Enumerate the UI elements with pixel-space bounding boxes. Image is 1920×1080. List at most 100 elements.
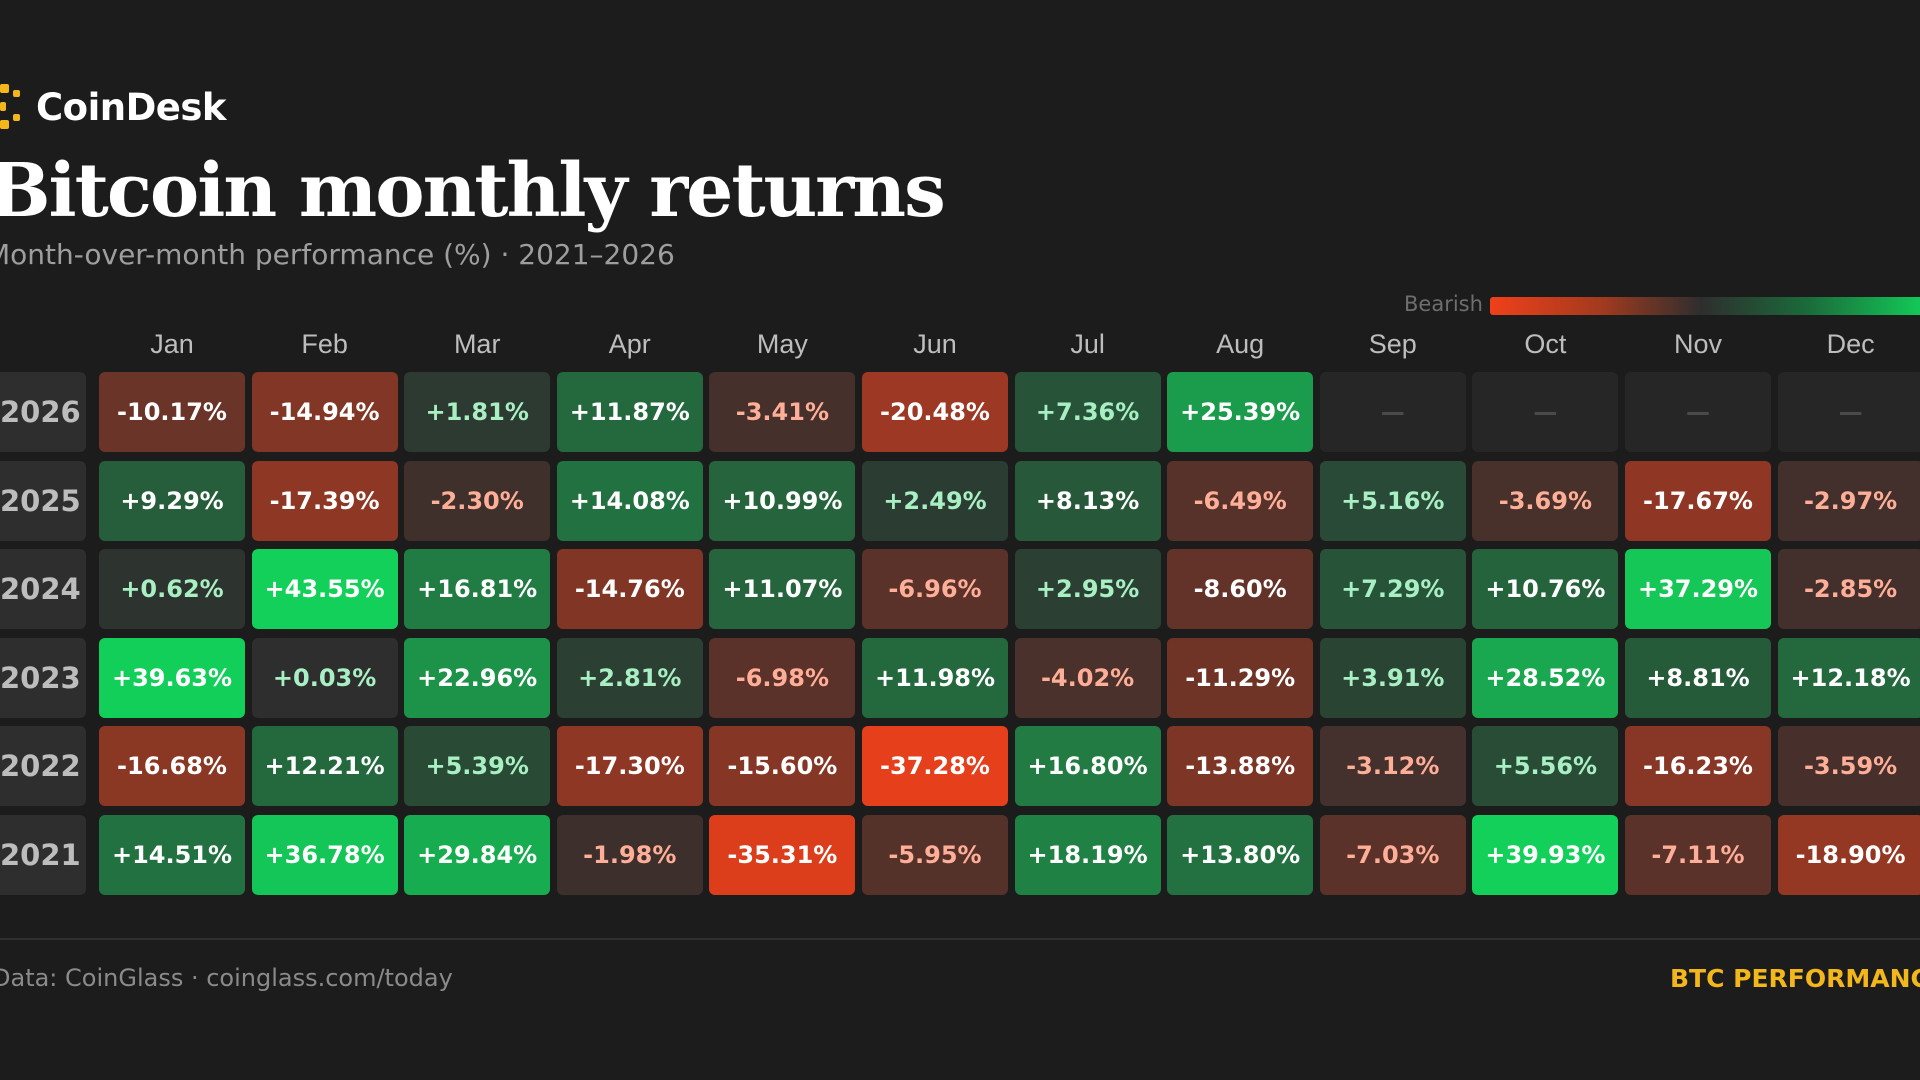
heatmap-cell-2026-nov: — [1625, 372, 1771, 452]
heatmap-cell-2021-may: -35.31% [709, 814, 856, 895]
heatmap-cell-2024-sep: +7.29% [1319, 549, 1466, 629]
year-label-2025: 2025 [0, 460, 86, 541]
chart-subtitle: Month-over-month performance (%) · 2021–… [0, 238, 675, 271]
year-label-2023: 2023 [0, 637, 86, 718]
footer-tag: BTC PERFORMANCE [1670, 964, 1920, 993]
heatmap-cell-2023-oct: +28.52% [1472, 637, 1619, 718]
heatmap-cell-2021-nov: -7.11% [1625, 814, 1771, 895]
heatmap-cell-2026-feb: -14.94% [251, 372, 398, 452]
heatmap-cell-2021-dec: -18.90% [1777, 814, 1920, 895]
heatmap-cell-2023-jun: +11.98% [862, 637, 1008, 718]
heatmap-cell-2026-apr: +11.87% [556, 372, 703, 452]
heatmap-cell-2025-oct: -3.69% [1472, 460, 1619, 541]
coindesk-logo-icon [0, 84, 20, 129]
month-header-aug: Aug [1216, 329, 1265, 359]
heatmap-cell-2022-may: -15.60% [709, 726, 856, 806]
heatmap-cell-2025-aug: -6.49% [1167, 460, 1314, 541]
legend-label: Bearish [1404, 292, 1483, 316]
heatmap-cell-2022-aug: -13.88% [1167, 726, 1314, 806]
heatmap-cell-2023-dec: +12.18% [1777, 637, 1920, 718]
heatmap-cell-2023-jan: +39.63% [99, 637, 245, 718]
heatmap-cell-2025-jan: +9.29% [99, 460, 245, 541]
heatmap-cell-2025-feb: -17.39% [251, 460, 398, 541]
heatmap-cell-2022-jul: +16.80% [1014, 726, 1161, 806]
heatmap-cell-2023-feb: +0.03% [251, 637, 398, 718]
brand: CoinDesk [0, 84, 227, 130]
heatmap-cell-2022-feb: +12.21% [251, 726, 398, 806]
heatmap-cell-2022-oct: +5.56% [1472, 726, 1619, 806]
heatmap-cell-2022-jun: -37.28% [862, 726, 1008, 806]
year-label-2022: 2022 [0, 726, 86, 806]
heatmap-cell-2021-sep: -7.03% [1319, 814, 1466, 895]
heatmap-cell-2026-may: -3.41% [709, 372, 856, 452]
heatmap-cell-2024-mar: +16.81% [404, 549, 551, 629]
heatmap-cell-2023-mar: +22.96% [404, 637, 551, 718]
heatmap-cell-2025-jul: +8.13% [1014, 460, 1161, 541]
heatmap-cell-2024-jul: +2.95% [1014, 549, 1161, 629]
legend-gradient-bar [1490, 297, 1920, 315]
month-header-dec: Dec [1826, 329, 1875, 359]
heatmap-cell-2023-nov: +8.81% [1625, 637, 1771, 718]
heatmap-cell-2023-aug: -11.29% [1167, 637, 1314, 718]
heatmap-cell-2021-jan: +14.51% [99, 814, 245, 895]
heatmap-cell-2025-sep: +5.16% [1319, 460, 1466, 541]
heatmap-cell-2023-may: -6.98% [709, 637, 856, 718]
heatmap-cell-2022-nov: -16.23% [1625, 726, 1771, 806]
heatmap-cell-2024-apr: -14.76% [556, 549, 703, 629]
month-header-oct: Oct [1524, 329, 1567, 359]
heatmap-cell-2021-jun: -5.95% [862, 814, 1008, 895]
heatmap-cell-2021-feb: +36.78% [251, 814, 398, 895]
heatmap-cell-2022-dec: -3.59% [1777, 726, 1920, 806]
month-header-apr: Apr [608, 329, 651, 359]
heatmap-cell-2024-aug: -8.60% [1167, 549, 1314, 629]
year-label-2024: 2024 [0, 549, 86, 629]
heatmap-cell-2021-aug: +13.80% [1167, 814, 1314, 895]
month-header-jun: Jun [913, 329, 957, 359]
heatmap-cell-2026-jul: +7.36% [1014, 372, 1161, 452]
heatmap-cell-2024-jan: +0.62% [99, 549, 245, 629]
month-header-mar: Mar [453, 329, 501, 359]
month-header-may: May [756, 329, 808, 359]
heatmap-cell-2022-jan: -16.68% [99, 726, 245, 806]
footer-divider [0, 938, 1920, 940]
heatmap-cell-2024-dec: -2.85% [1777, 549, 1920, 629]
heatmap-cell-2026-jan: -10.17% [99, 372, 245, 452]
heatmap-cell-2022-mar: +5.39% [404, 726, 551, 806]
heatmap-cell-2025-dec: -2.97% [1777, 460, 1920, 541]
heatmap-cell-2021-oct: +39.93% [1472, 814, 1619, 895]
month-header-jul: Jul [1070, 329, 1105, 359]
heatmap-cell-2024-oct: +10.76% [1472, 549, 1619, 629]
month-header-nov: Nov [1673, 329, 1722, 359]
heatmap-cell-2024-nov: +37.29% [1625, 549, 1771, 629]
month-header-feb: Feb [301, 329, 348, 359]
heatmap-cell-2025-may: +10.99% [709, 460, 856, 541]
year-label-2026: 2026 [0, 372, 86, 452]
brand-name: CoinDesk [36, 85, 227, 129]
heatmap-cell-2026-mar: +1.81% [404, 372, 551, 452]
heatmap-cell-2023-jul: -4.02% [1014, 637, 1161, 718]
heatmap-cell-2026-jun: -20.48% [862, 372, 1008, 452]
heatmap-cell-2022-sep: -3.12% [1319, 726, 1466, 806]
heatmap-cell-2025-mar: -2.30% [404, 460, 551, 541]
heatmap-cell-2024-may: +11.07% [709, 549, 856, 629]
heatmap-cell-2021-apr: -1.98% [556, 814, 703, 895]
source-note: Data: CoinGlass · coinglass.com/today [0, 964, 453, 992]
heatmap-cell-2024-jun: -6.96% [862, 549, 1008, 629]
month-header-sep: Sep [1368, 329, 1417, 359]
heatmap-cell-2025-jun: +2.49% [862, 460, 1008, 541]
heatmap-cell-2026-dec: — [1777, 372, 1920, 452]
month-header-jan: Jan [150, 329, 194, 359]
heatmap-cell-2026-oct: — [1472, 372, 1619, 452]
heatmap-cell-2024-feb: +43.55% [251, 549, 398, 629]
heatmap-cell-2022-apr: -17.30% [556, 726, 703, 806]
heatmap-cell-2021-mar: +29.84% [404, 814, 551, 895]
heatmap-cell-2025-apr: +14.08% [556, 460, 703, 541]
year-label-2021: 2021 [0, 814, 86, 895]
heatmap-cell-2023-sep: +3.91% [1319, 637, 1466, 718]
heatmap-cell-2025-nov: -17.67% [1625, 460, 1771, 541]
heatmap-cell-2026-sep: — [1319, 372, 1466, 452]
heatmap-cell-2023-apr: +2.81% [556, 637, 703, 718]
heatmap-cell-2021-jul: +18.19% [1014, 814, 1161, 895]
heatmap-cell-2026-aug: +25.39% [1167, 372, 1314, 452]
